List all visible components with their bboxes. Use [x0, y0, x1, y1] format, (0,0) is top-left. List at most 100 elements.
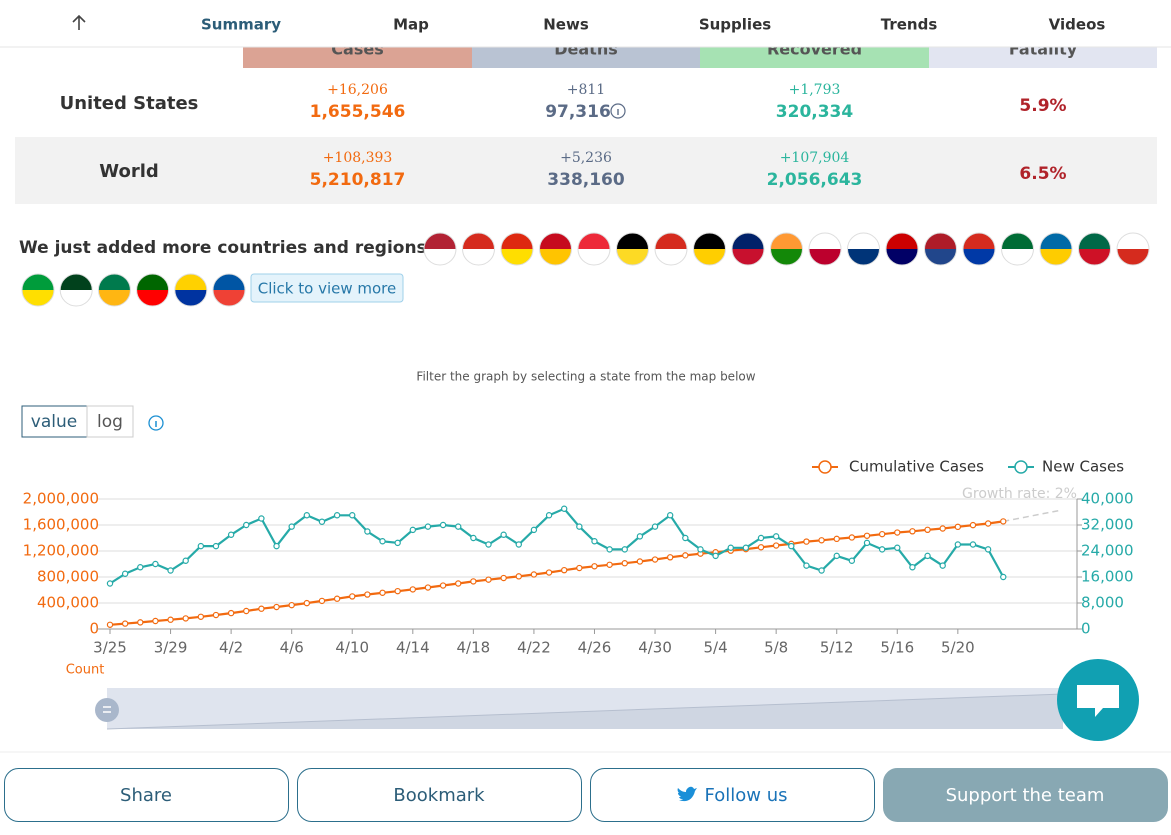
- legend-label[interactable]: New Cases: [1042, 458, 1124, 476]
- flag-ring: [770, 232, 803, 266]
- point: [666, 512, 674, 519]
- point: [455, 523, 462, 530]
- flag[interactable]: [654, 232, 688, 266]
- cell-total: 5,210,817: [310, 170, 406, 190]
- point: [152, 617, 159, 625]
- flag[interactable]: [693, 232, 726, 266]
- flag[interactable]: [212, 273, 246, 307]
- row-label: United States: [60, 93, 199, 114]
- point: [969, 541, 977, 548]
- flag-stripe: [1117, 249, 1149, 265]
- x-tick-label: 5/16: [880, 639, 914, 657]
- nav-tab[interactable]: Map: [393, 16, 429, 34]
- flag[interactable]: [808, 232, 842, 266]
- view-more-button[interactable]: [250, 273, 404, 303]
- point: [394, 587, 401, 595]
- flag-stripe: [693, 249, 726, 265]
- info-icon[interactable]: [610, 103, 626, 119]
- flag[interactable]: [962, 232, 996, 266]
- y2-tick-label: 8,000: [1081, 594, 1124, 612]
- footer-button[interactable]: [297, 768, 582, 822]
- flag[interactable]: [1078, 232, 1111, 266]
- x-tick-label: 5/4: [704, 639, 728, 657]
- flag[interactable]: [616, 232, 649, 266]
- point: [227, 531, 235, 538]
- flag[interactable]: [136, 273, 170, 307]
- flag[interactable]: [1001, 232, 1034, 266]
- toggle-value[interactable]: [21, 405, 88, 438]
- flag[interactable]: [97, 273, 131, 307]
- flag[interactable]: [731, 232, 765, 266]
- flag-stripe: [924, 249, 957, 265]
- flag-stripe: [1001, 249, 1034, 265]
- footer-button[interactable]: [883, 768, 1168, 822]
- flag[interactable]: [577, 232, 611, 266]
- flag[interactable]: [423, 232, 457, 266]
- point: [258, 605, 265, 612]
- point: [152, 560, 159, 568]
- flag[interactable]: [924, 232, 957, 266]
- flag[interactable]: [885, 232, 919, 266]
- nav-tab[interactable]: Supplies: [699, 16, 771, 34]
- flag[interactable]: [500, 232, 534, 266]
- legend-label[interactable]: Cumulative Cases: [849, 458, 984, 476]
- point: [106, 621, 114, 628]
- point: [757, 544, 765, 551]
- chat-icon: [1077, 685, 1119, 717]
- x-tick-label: 5/8: [764, 639, 788, 657]
- flag[interactable]: [21, 273, 55, 307]
- point: [349, 593, 356, 600]
- nav-tab[interactable]: Trends: [881, 16, 938, 34]
- flag-ring: [423, 232, 457, 266]
- point: [394, 539, 401, 547]
- flag[interactable]: [1116, 232, 1150, 266]
- point: [591, 563, 598, 570]
- point: [924, 552, 931, 560]
- point: [606, 546, 613, 553]
- footer-button[interactable]: [4, 768, 289, 822]
- projection: [1003, 509, 1061, 523]
- back-to-top-icon[interactable]: [72, 14, 86, 30]
- point: [485, 576, 492, 583]
- info-icon[interactable]: [148, 415, 164, 431]
- legend-marker: [818, 460, 832, 474]
- flag[interactable]: [847, 232, 880, 266]
- slider-handle[interactable]: [95, 698, 119, 722]
- axis-label: Count: [66, 663, 105, 678]
- point: [969, 521, 977, 529]
- point: [333, 512, 341, 519]
- flag-stripe: [501, 249, 533, 265]
- point: [545, 512, 553, 519]
- flag[interactable]: [1039, 232, 1073, 266]
- toggle-label: log: [97, 412, 123, 432]
- flag[interactable]: [770, 232, 803, 266]
- point: [682, 534, 689, 542]
- flag[interactable]: [539, 232, 572, 266]
- flag[interactable]: [174, 273, 208, 307]
- point: [606, 561, 613, 568]
- flag-stripe: [539, 249, 572, 265]
- flag[interactable]: [462, 232, 495, 266]
- point: [894, 529, 901, 536]
- x-tick-label: 5/12: [820, 639, 854, 657]
- point: [212, 542, 220, 550]
- nav-tab[interactable]: Summary: [201, 16, 281, 34]
- flag[interactable]: [59, 273, 93, 307]
- footer-button[interactable]: [590, 768, 875, 822]
- footer-button-label: Support the team: [946, 785, 1105, 806]
- nav-tab[interactable]: News: [543, 16, 589, 34]
- flag-ring: [1001, 232, 1034, 266]
- point: [197, 542, 205, 550]
- point: [545, 569, 553, 576]
- point: [863, 539, 871, 547]
- toggle-log[interactable]: [86, 405, 134, 438]
- point: [409, 586, 416, 593]
- nav-tab[interactable]: Videos: [1049, 16, 1106, 34]
- flag-ring: [500, 232, 534, 266]
- point: [621, 546, 628, 553]
- slider-grip: [103, 706, 111, 713]
- point: [561, 566, 568, 574]
- point: [530, 571, 538, 578]
